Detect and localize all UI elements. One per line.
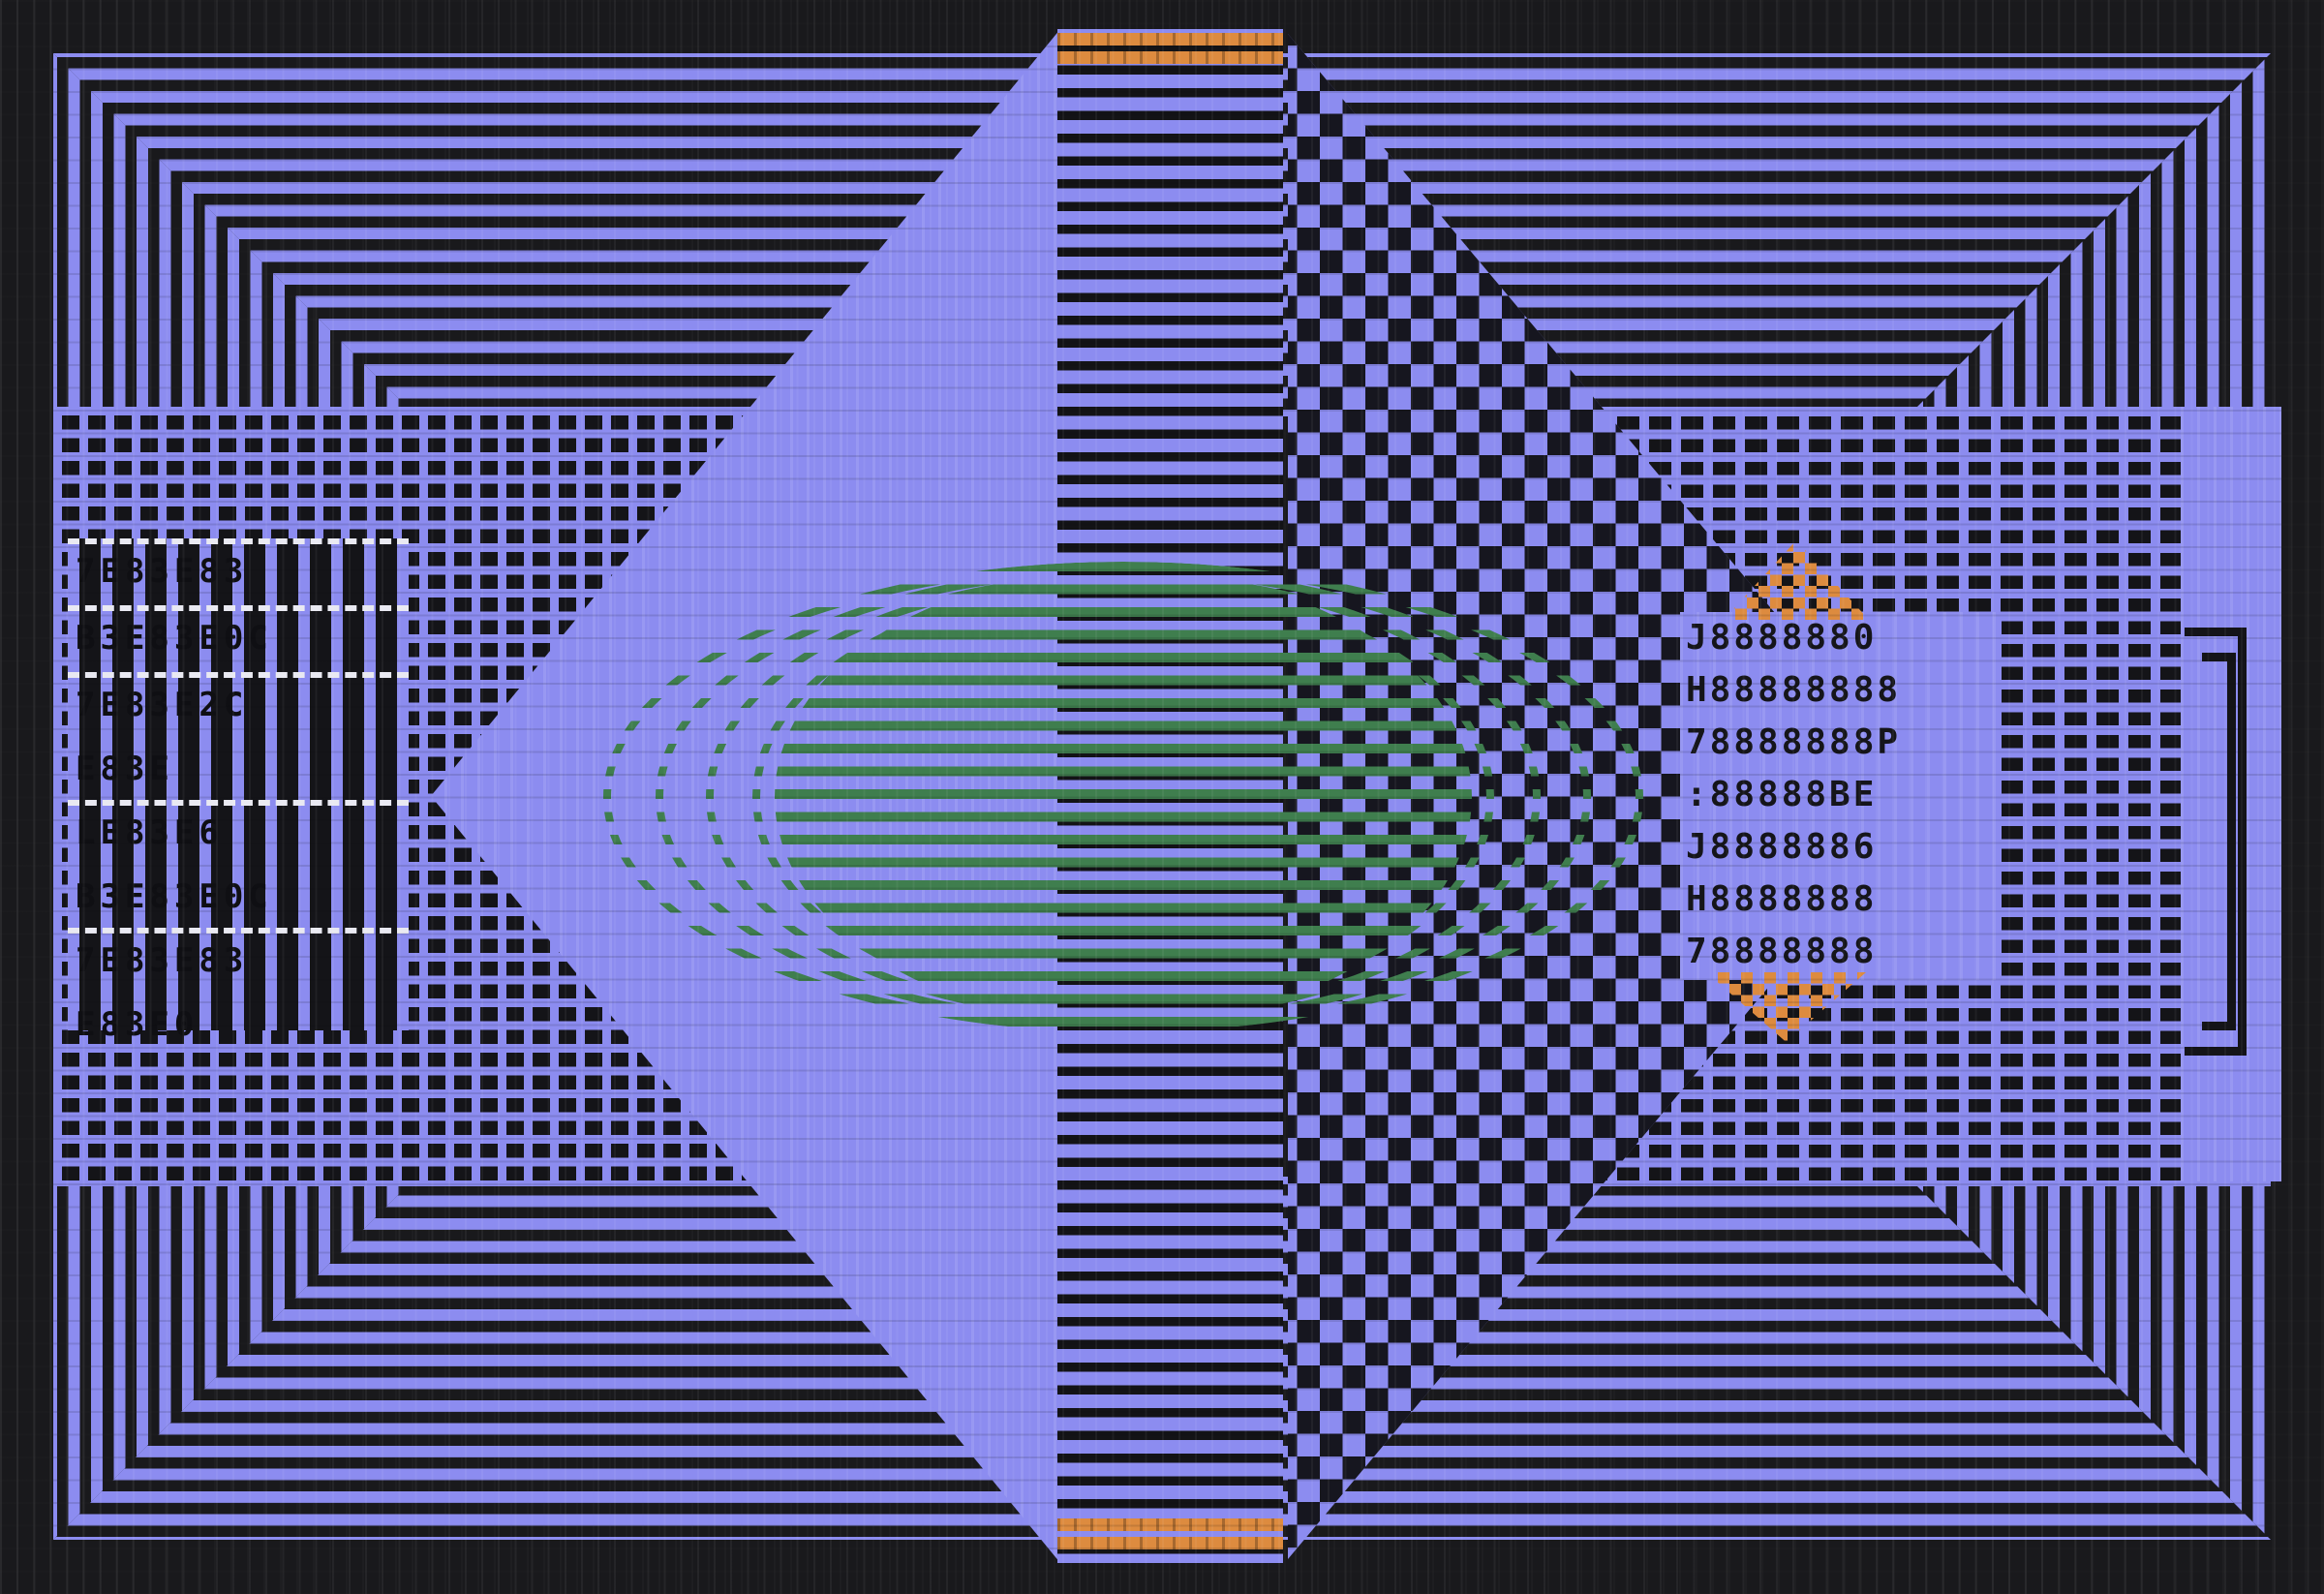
green-scanline-sphere — [596, 562, 1651, 1032]
nested-bracket-inner — [2202, 653, 2236, 1030]
glyph-row: B3E83E0C — [76, 877, 273, 916]
orange-cap-bottom-1 — [1057, 1518, 1283, 1531]
glyph-row: E83E — [76, 750, 174, 788]
orange-cap-top-1 — [1057, 33, 1283, 46]
glyph-row: 78888888P — [1686, 722, 1902, 762]
right-purple-band — [2181, 407, 2281, 1181]
glyph-row: 78888888 — [1686, 932, 1878, 971]
orange-cap-bottom-2 — [1057, 1537, 1283, 1549]
glyph-row: E83E0 — [76, 1005, 199, 1044]
glyph-row: H8888888 — [1686, 879, 1878, 919]
glyph-row: :88888BE — [1686, 775, 1878, 814]
glyph-row: J8888880 — [1686, 618, 1878, 658]
nested-bracket-outer — [2185, 628, 2247, 1056]
glyph-row: B3E83E0C — [68, 605, 409, 672]
glyph-row: 7E83E2C — [68, 672, 409, 739]
glyph-row: 7E83E83 — [68, 928, 409, 995]
glyph-panel-left: 7E83E83 B3E83E0C 7E83E2C E83E LE83E6 B3E… — [68, 538, 409, 1044]
sphere-ring-outer — [603, 562, 1643, 1032]
glyph-row: H88888888 — [1686, 670, 1902, 710]
glyph-row: 7E83E83 — [68, 538, 409, 605]
sphere-fill — [775, 569, 1472, 1025]
glyph-row: LE83E6 — [68, 800, 409, 867]
glyph-panel-right: J8888880 H88888888 78888888P :88888BE J8… — [1680, 612, 2002, 980]
glyph-row: J8888886 — [1686, 827, 1878, 867]
orange-cap-top-2 — [1057, 51, 1283, 64]
